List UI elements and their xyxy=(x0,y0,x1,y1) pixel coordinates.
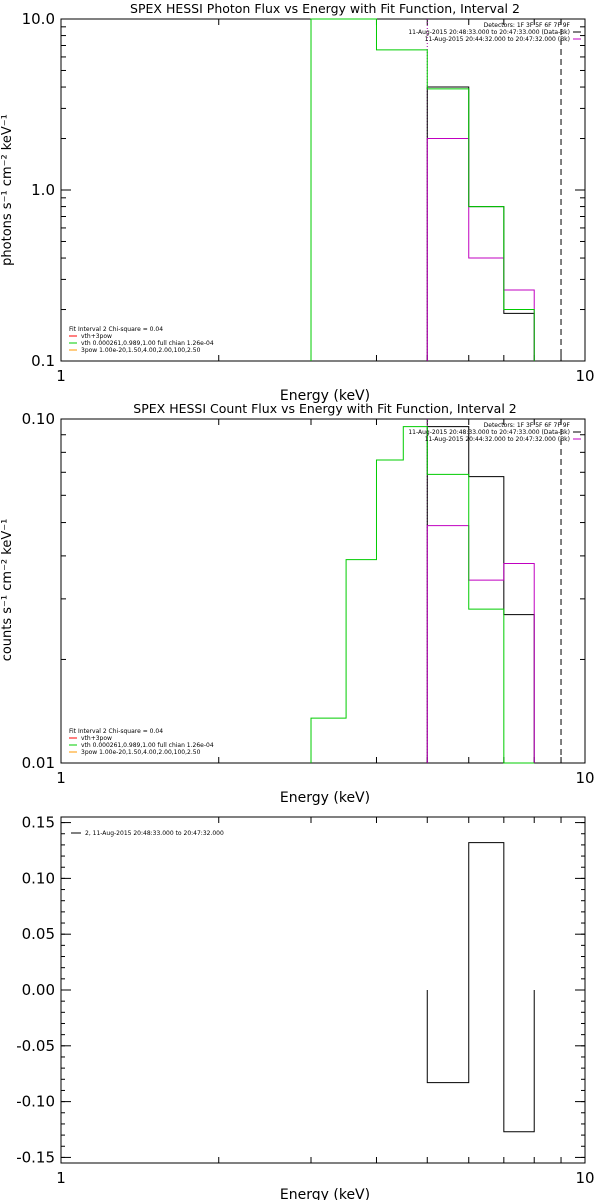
y-tick-label: 0.15 xyxy=(22,814,55,832)
x-tick-label: 1 xyxy=(56,1169,66,1187)
legend-entry: 11-Aug-2015 20:48:33.000 to 20:47:33.000… xyxy=(408,429,570,436)
axis-ticks: 1 10 0.01 0.10 xyxy=(22,410,595,787)
x-tick-label: 10 xyxy=(575,367,594,385)
y-tick-label: 0.10 xyxy=(22,410,55,428)
legend-entry: vth+3pow xyxy=(81,735,112,742)
legend-entry: 3pow 1.00e-20,1.50,4.00,2.00,100,2.50 xyxy=(81,749,201,756)
series-group xyxy=(310,18,535,361)
x-tick-label: 1 xyxy=(56,367,66,385)
y-tick-label: 0.05 xyxy=(22,925,55,943)
legend-entry: Detectors: 1F 3F 5F 6F 7F 9F xyxy=(484,22,571,29)
y-tick-label: 0.1 xyxy=(31,352,55,370)
chart-title: SPEX HESSI Photon Flux vs Energy with Fi… xyxy=(130,1,520,16)
y-tick-label: -0.05 xyxy=(16,1037,55,1055)
y-tick-label: 0.00 xyxy=(22,981,55,999)
legend-left: Fit Interval 2 Chi-square = 0.04vth+3pow… xyxy=(69,326,214,354)
plot-frame xyxy=(60,816,586,1164)
legend-entry: 2, 11-Aug-2015 20:48:33.000 to 20:47:32.… xyxy=(85,830,224,837)
y-tick-label: 0.01 xyxy=(22,754,55,772)
series-line xyxy=(310,426,535,764)
photon-flux-panel: SPEX HESSI Photon Flux vs Energy with Fi… xyxy=(0,1,595,404)
legend-left-top: 2, 11-Aug-2015 20:48:33.000 to 20:47:32.… xyxy=(71,830,224,837)
legend-entry: 11-Aug-2015 20:44:32.000 to 20:47:32.000… xyxy=(425,436,570,443)
x-axis-label: Energy (keV) xyxy=(280,388,370,404)
legend-entry: vth 0.000261,0.989,1.00 full chian 1.26e… xyxy=(81,340,214,347)
count-flux-panel: SPEX HESSI Count Flux vs Energy with Fit… xyxy=(0,401,595,806)
series-line xyxy=(426,426,535,763)
legend-entry: Fit Interval 2 Chi-square = 0.04 xyxy=(69,326,163,333)
reference-lines xyxy=(426,19,562,361)
y-axis-label: photons s⁻¹ cm⁻² keV⁻¹ xyxy=(0,114,15,266)
series-line xyxy=(426,138,535,361)
x-tick-label: 10 xyxy=(575,1169,594,1187)
legend-right: Detectors: 1F 3F 5F 6F 7F 9F11-Aug-2015 … xyxy=(408,422,581,443)
series-line xyxy=(310,18,535,361)
y-tick-label: -0.15 xyxy=(16,1148,55,1166)
y-tick-label: 1.0 xyxy=(31,181,55,199)
y-axis-label: counts s⁻¹ cm⁻² keV⁻¹ xyxy=(0,519,15,662)
residuals-panel: Energy (keV) 1 10 0.15 0.10 0.05 0.00 -0.05 -0.… xyxy=(16,814,594,1200)
legend-entry: vth+3pow xyxy=(81,333,112,340)
y-tick-label: 0.10 xyxy=(22,869,55,887)
series-line xyxy=(426,842,535,1133)
series-line xyxy=(426,86,535,361)
x-tick-label: 1 xyxy=(56,769,66,787)
chart-title: SPEX HESSI Count Flux vs Energy with Fit… xyxy=(133,401,516,416)
series-group xyxy=(426,842,535,1133)
y-tick-label: -0.10 xyxy=(16,1093,55,1111)
legend-entry: Fit Interval 2 Chi-square = 0.04 xyxy=(69,728,163,735)
series-line xyxy=(426,525,535,763)
legend-entry: Detectors: 1F 3F 5F 6F 7F 9F xyxy=(484,422,571,429)
series-group xyxy=(310,426,535,764)
legend-entry: 11-Aug-2015 20:48:33.000 to 20:47:33.000… xyxy=(408,29,570,36)
x-axis-label: Energy (keV) xyxy=(280,790,370,806)
reference-lines xyxy=(426,419,562,763)
legend-entry: 11-Aug-2015 20:44:32.000 to 20:47:32.000… xyxy=(425,36,570,43)
x-axis-label: Energy (keV) xyxy=(280,1187,370,1200)
legend-left: Fit Interval 2 Chi-square = 0.04vth+3pow… xyxy=(69,728,214,756)
y-tick-label: 10.0 xyxy=(22,10,55,28)
x-tick-label: 10 xyxy=(575,769,594,787)
axis-ticks: 1 10 0.15 0.10 0.05 0.00 -0.05 -0.10 -0.15 xyxy=(16,814,594,1187)
plot-frame xyxy=(60,418,586,764)
legend-right: Detectors: 1F 3F 5F 6F 7F 9F11-Aug-2015 … xyxy=(408,22,581,43)
legend-entry: vth 0.000261,0.989,1.00 full chian 1.26e… xyxy=(81,742,214,749)
legend-entry: 3pow 1.00e-20,1.50,4.00,2.00,100,2.50 xyxy=(81,347,201,354)
